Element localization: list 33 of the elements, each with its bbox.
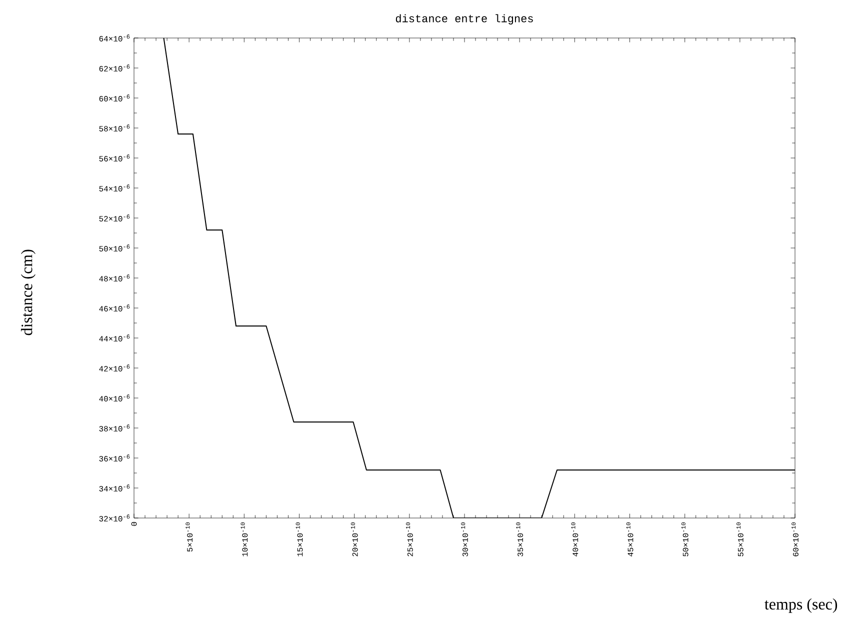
x-tick-label: 30×10$^{-10}$ xyxy=(461,522,468,556)
y-tick-label: 50×10$^{-6}$ xyxy=(99,244,130,252)
y-tick-label: 44×10$^{-6}$ xyxy=(99,334,130,342)
y-tick-label: 42×10$^{-6}$ xyxy=(99,364,130,372)
y-tick-label: 48×10$^{-6}$ xyxy=(99,274,130,282)
y-tick-label: 64×10$^{-6}$ xyxy=(99,34,130,42)
x-tick-label: 5×10$^{-10}$ xyxy=(186,522,193,552)
y-tick-label: 34×10$^{-6}$ xyxy=(99,484,130,492)
x-tick-label: 35×10$^{-10}$ xyxy=(516,522,524,556)
y-tick-label: 46×10$^{-6}$ xyxy=(99,304,130,312)
y-axis-title: distance (cm) xyxy=(20,250,36,336)
y-tick-label: 62×10$^{-6}$ xyxy=(99,64,130,72)
y-tick-label: 58×10$^{-6}$ xyxy=(99,124,130,132)
y-tick-label: 38×10$^{-6}$ xyxy=(99,424,130,432)
x-tick-label: 15×10$^{-10}$ xyxy=(296,522,303,556)
y-tick-label: 52×10$^{-6}$ xyxy=(99,214,130,222)
x-tick-label: 25×10$^{-10}$ xyxy=(406,522,413,556)
y-tick-label: 36×10$^{-6}$ xyxy=(99,454,130,462)
x-tick-label: 40×10$^{-10}$ xyxy=(571,522,578,556)
x-tick-label: 10×10$^{-10}$ xyxy=(240,522,248,556)
x-axis-title: temps (sec) xyxy=(764,598,838,613)
chart-title: distance entre lignes xyxy=(396,14,533,24)
x-tick-label: 45×10$^{-10}$ xyxy=(626,522,634,556)
y-tick-label: 40×10$^{-6}$ xyxy=(99,394,130,402)
y-tick-label: 56×10$^{-6}$ xyxy=(99,154,130,162)
y-tick-label: 54×10$^{-6}$ xyxy=(99,184,130,192)
x-tick-label: 55×10$^{-10}$ xyxy=(736,522,744,556)
y-tick-label: 32×10$^{-6}$ xyxy=(99,514,130,522)
y-tick-label: 60×10$^{-6}$ xyxy=(99,94,130,102)
x-tick-label: 60×10$^{-10}$ xyxy=(792,522,798,556)
x-tick-label: 0 xyxy=(131,522,137,526)
x-tick-label: 20×10$^{-10}$ xyxy=(350,522,358,556)
x-tick-label: 50×10$^{-10}$ xyxy=(681,522,688,556)
